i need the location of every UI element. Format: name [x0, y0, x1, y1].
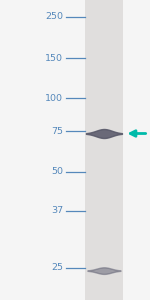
Text: 37: 37 — [51, 206, 63, 215]
Text: 150: 150 — [45, 54, 63, 63]
Bar — [85, 0, 123, 300]
Text: 75: 75 — [51, 127, 63, 136]
Text: 50: 50 — [51, 167, 63, 176]
Text: 100: 100 — [45, 94, 63, 103]
Text: 250: 250 — [45, 12, 63, 21]
Text: 25: 25 — [51, 263, 63, 272]
